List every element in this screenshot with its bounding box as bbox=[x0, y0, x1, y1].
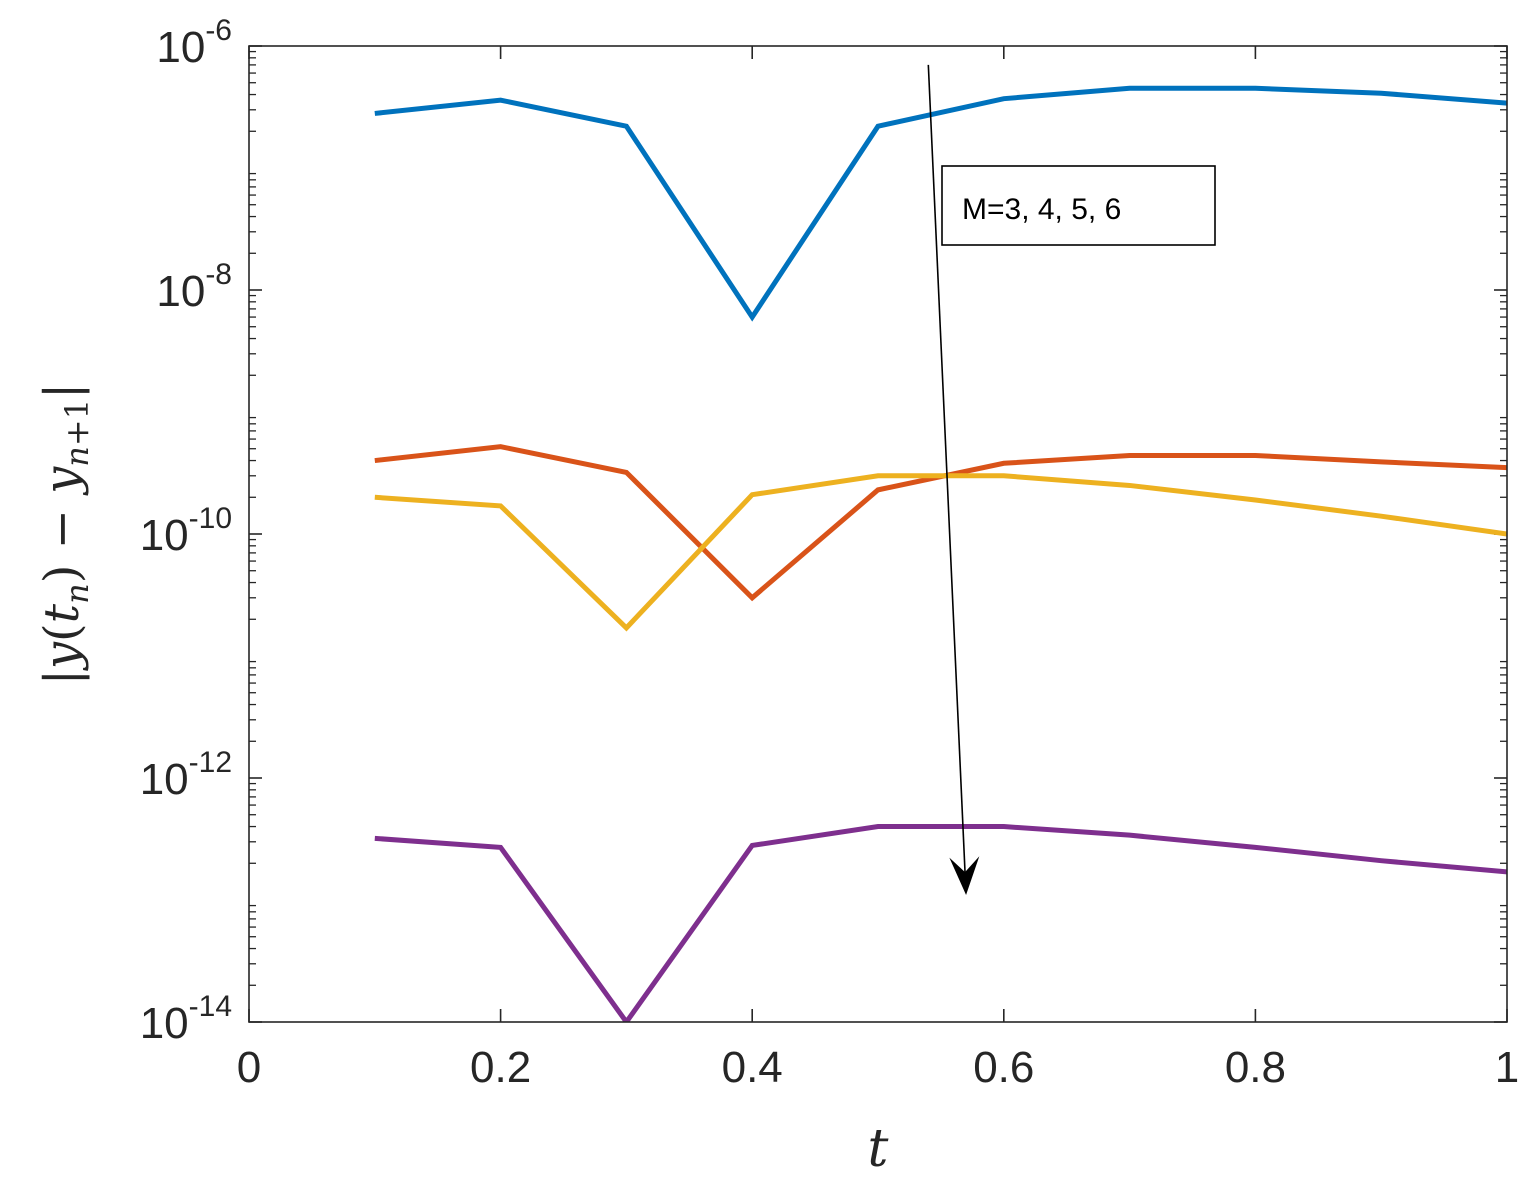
annotation-arrow-head bbox=[949, 856, 980, 895]
y-tick-base: 10 bbox=[156, 23, 205, 72]
y-tick-base: 10 bbox=[140, 511, 189, 560]
plot-frame bbox=[248, 45, 1508, 1023]
y-tick-exponent: -6 bbox=[205, 14, 232, 47]
x-tick-label: 0.2 bbox=[470, 1043, 531, 1092]
x-tick-label: 1 bbox=[1495, 1043, 1519, 1092]
y-tick-exponent: -8 bbox=[205, 258, 232, 291]
y-tick-base: 10 bbox=[140, 755, 189, 804]
plot-area bbox=[249, 46, 1507, 1022]
svg-text:|y(tn) − yn+1|: |y(tn) − yn+1| bbox=[34, 383, 96, 685]
x-tick-labels: 0 0.2 0.4 0.6 0.8 1 bbox=[237, 1043, 1519, 1092]
x-tick-label: 0.8 bbox=[1225, 1043, 1286, 1092]
x-tick-label: 0.4 bbox=[722, 1043, 783, 1092]
annotation-text: M=3, 4, 5, 6 bbox=[962, 193, 1121, 226]
y-tick-label: 10-14 bbox=[140, 990, 232, 1048]
series-layer bbox=[374, 85, 1507, 1022]
minor-ticks bbox=[249, 50, 1507, 986]
y-tick-base: 10 bbox=[156, 267, 205, 316]
x-tick-label: 0.6 bbox=[973, 1043, 1034, 1092]
y-tick-base: 10 bbox=[140, 999, 189, 1048]
y-tick-label: 10-10 bbox=[140, 502, 232, 560]
y-tick-exponent: -14 bbox=[189, 990, 232, 1023]
annotation: M=3, 4, 5, 6 bbox=[927, 64, 1216, 895]
series-line-m-5 bbox=[374, 473, 1507, 632]
y-tick-label: 10-6 bbox=[156, 14, 232, 72]
annotation-box bbox=[941, 165, 1216, 246]
x-tick-label: 0 bbox=[237, 1043, 261, 1092]
x-axis-label: t bbox=[868, 1119, 889, 1179]
series-line-m-6 bbox=[374, 824, 1507, 1022]
y-axis-label: |y(tn) − yn+1| bbox=[34, 383, 96, 685]
y-tick-exponent: -12 bbox=[189, 746, 232, 779]
series-line-m-3 bbox=[374, 85, 1507, 322]
y-tick-exponent: -10 bbox=[189, 502, 232, 535]
annotation-arrow bbox=[927, 64, 966, 873]
y-tick-label: 10-12 bbox=[140, 746, 232, 804]
y-tick-label: 10-8 bbox=[156, 258, 232, 316]
